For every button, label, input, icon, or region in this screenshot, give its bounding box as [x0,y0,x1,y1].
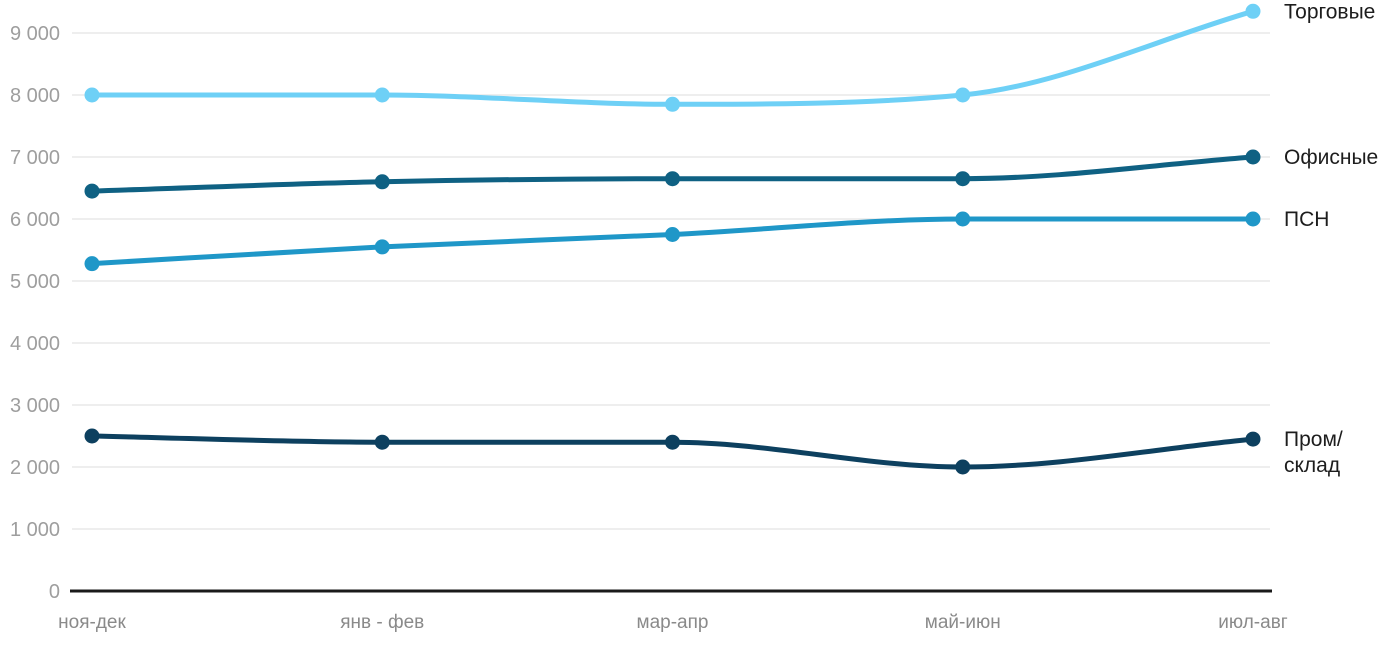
series-point-Торговые [84,87,100,103]
y-tick-label: 1 000 [10,519,60,541]
series-point-ПСН [665,227,680,242]
series-point-Торговые [374,87,390,103]
series-point-Пром/склад [84,428,100,444]
series-point-ПСН [84,256,100,272]
series-point-Пром/склад [1245,431,1261,447]
series-point-Пром/склад [955,459,971,475]
series-point-Офисные [665,171,680,187]
y-tick-label: 8 000 [10,85,60,107]
series-point-Торговые [955,87,971,103]
series-line-Торговые [89,8,1256,107]
series-label-Офисные: Офисные [1284,146,1378,169]
y-tick-label: 0 [49,581,60,603]
series-label-Торговые: Торговые [1284,0,1375,23]
y-tick-label: 2 000 [10,457,60,479]
series-point-Офисные [955,171,971,187]
series-point-Торговые [665,96,680,112]
y-tick-label: 9 000 [10,23,60,45]
series-point-Торговые [1245,3,1261,19]
x-tick-label: июл-авг [1218,612,1288,633]
x-tick-label: май-июн [925,612,1001,633]
series-point-ПСН [1245,211,1261,227]
x-tick-label: мар-апр [637,612,709,633]
series-label-Пром/склад: склад [1284,454,1340,477]
series-point-Пром/склад [374,434,390,450]
x-tick-label: янв - фев [340,612,424,633]
x-tick-label: ноя-дек [58,612,126,633]
series-point-ПСН [374,239,390,255]
y-tick-label: 6 000 [10,209,60,231]
series-label-ПСН: ПСН [1284,208,1329,231]
y-tick-label: 5 000 [10,271,60,293]
series-point-ПСН [955,211,971,227]
series-label-Пром/склад: Пром/ [1284,428,1343,451]
series-point-Офисные [374,174,390,190]
y-tick-label: 3 000 [10,395,60,417]
series-point-Офисные [1245,149,1261,165]
y-tick-label: 7 000 [10,147,60,169]
y-tick-label: 4 000 [10,333,60,355]
series-point-Пром/склад [665,434,680,450]
series-point-Офисные [84,183,100,199]
